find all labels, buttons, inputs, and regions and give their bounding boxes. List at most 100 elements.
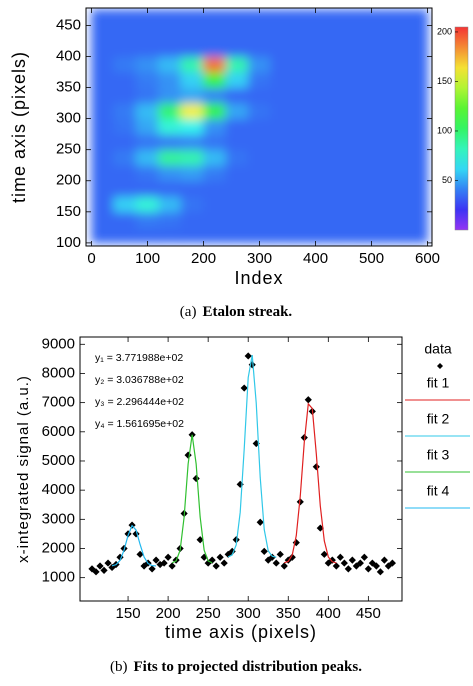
data-point xyxy=(200,553,208,561)
y-tick-label: 1000 xyxy=(42,569,75,586)
heatmap-cell xyxy=(315,180,339,197)
data-point xyxy=(212,562,220,570)
data-point xyxy=(160,559,168,567)
heatmap-cell xyxy=(404,164,429,182)
heatmap-cell xyxy=(382,71,406,89)
data-point xyxy=(320,550,328,558)
heatmap-cell xyxy=(270,9,294,26)
heatmap-cell xyxy=(158,133,182,151)
colorbar-tick-label: 100 xyxy=(437,125,452,135)
data-point xyxy=(384,562,392,570)
heatmap-cell xyxy=(158,24,182,42)
heatmap-cell xyxy=(203,133,227,151)
heatmap-cell xyxy=(315,102,339,120)
heatmap-cell xyxy=(158,71,182,89)
heatmap-cell xyxy=(270,195,294,213)
heatmap-cell xyxy=(113,164,137,182)
heatmap-cell xyxy=(158,87,182,104)
heatmap-cell xyxy=(359,9,384,26)
heatmap-cell xyxy=(315,195,339,213)
data-point xyxy=(192,474,200,483)
y-tick-label: 450 xyxy=(56,16,81,33)
heatmap-cell xyxy=(404,102,429,120)
heatmap-cell xyxy=(315,226,339,244)
heatmap-cell xyxy=(180,149,205,166)
heatmap-cell xyxy=(91,180,115,197)
heatmap-cell xyxy=(180,40,205,57)
heatmap-cell xyxy=(135,118,160,135)
heatmap-cell xyxy=(292,40,317,57)
heatmap-cell xyxy=(247,55,272,73)
heatmap-cell xyxy=(113,226,137,244)
heatmap-cell xyxy=(315,55,339,73)
data-point xyxy=(304,396,312,404)
heatmap-cell xyxy=(225,226,249,244)
heatmap-cell xyxy=(404,211,429,228)
heatmap-cell xyxy=(359,118,384,135)
heatmap-cell xyxy=(270,164,294,182)
caption-label: (a) xyxy=(180,304,197,320)
heatmap-cell xyxy=(315,211,339,228)
y-tick-label: 250 xyxy=(56,141,81,158)
data-point xyxy=(340,559,348,567)
heatmap-cell xyxy=(180,133,205,151)
heatmap-cell xyxy=(91,149,115,166)
heatmap-cell xyxy=(180,71,205,89)
heatmap-cell xyxy=(91,71,115,89)
x-tick-label: 150 xyxy=(116,605,141,622)
heatmap-cell xyxy=(292,87,317,104)
annotation: y₃ = 2.296444e+02 xyxy=(95,396,184,408)
heatmap-cell xyxy=(247,149,272,166)
heatmap-cell xyxy=(158,195,182,213)
heatmap-cell xyxy=(113,195,137,213)
heatmap-cell xyxy=(247,164,272,182)
heatmap-cell xyxy=(359,195,384,213)
heatmap-cell xyxy=(225,24,249,42)
x-tick-label: 250 xyxy=(196,605,221,622)
x-tick-label: 100 xyxy=(135,250,160,267)
fit-line xyxy=(111,524,157,567)
heatmap-cell xyxy=(404,71,429,89)
heatmap-cell xyxy=(225,87,249,104)
heatmap-cell xyxy=(359,24,384,42)
data-point xyxy=(244,352,252,360)
heatmap-cell xyxy=(270,133,294,151)
heatmap-cell xyxy=(113,180,137,197)
heatmap-cell xyxy=(382,226,406,244)
heatmap-cell xyxy=(225,133,249,151)
y-axis-label: time axis (pixels) xyxy=(9,51,29,203)
legend-label: data xyxy=(424,341,451,357)
heatmap-cell xyxy=(135,149,160,166)
heatmap-cell xyxy=(359,180,384,197)
data-point xyxy=(368,559,376,567)
heatmap-cell xyxy=(292,164,317,182)
x-tick-label: 400 xyxy=(303,250,328,267)
heatmap-cell xyxy=(180,226,205,244)
heatmap-cell xyxy=(359,102,384,120)
heatmap-cell xyxy=(337,55,361,73)
y-axis-label: x-integrated signal (a.u.) xyxy=(15,375,32,563)
heatmap-cell xyxy=(292,118,317,135)
heatmap-cell xyxy=(247,226,272,244)
y-tick-label: 6000 xyxy=(42,423,75,440)
heatmap-cell xyxy=(337,40,361,57)
y-tick-label: 9000 xyxy=(42,335,75,352)
heatmap-cell xyxy=(270,40,294,57)
heatmap-cell xyxy=(337,226,361,244)
heatmap-cell xyxy=(91,226,115,244)
heatmap-cell xyxy=(359,226,384,244)
heatmap-cell xyxy=(225,55,249,73)
heatmap-cell xyxy=(135,55,160,73)
heatmap-cell xyxy=(337,133,361,151)
heatmap-cell xyxy=(203,180,227,197)
heatmap-cell xyxy=(203,226,227,244)
y-tick-label: 100 xyxy=(56,234,81,251)
x-axis-label: Index xyxy=(234,268,283,288)
data-point xyxy=(100,566,108,574)
x-tick-label: 500 xyxy=(359,250,384,267)
heatmap-cell xyxy=(337,149,361,166)
data-point xyxy=(216,553,224,561)
data-point xyxy=(364,565,372,573)
heatmap-cell xyxy=(180,9,205,26)
heatmap-cell xyxy=(91,164,115,182)
